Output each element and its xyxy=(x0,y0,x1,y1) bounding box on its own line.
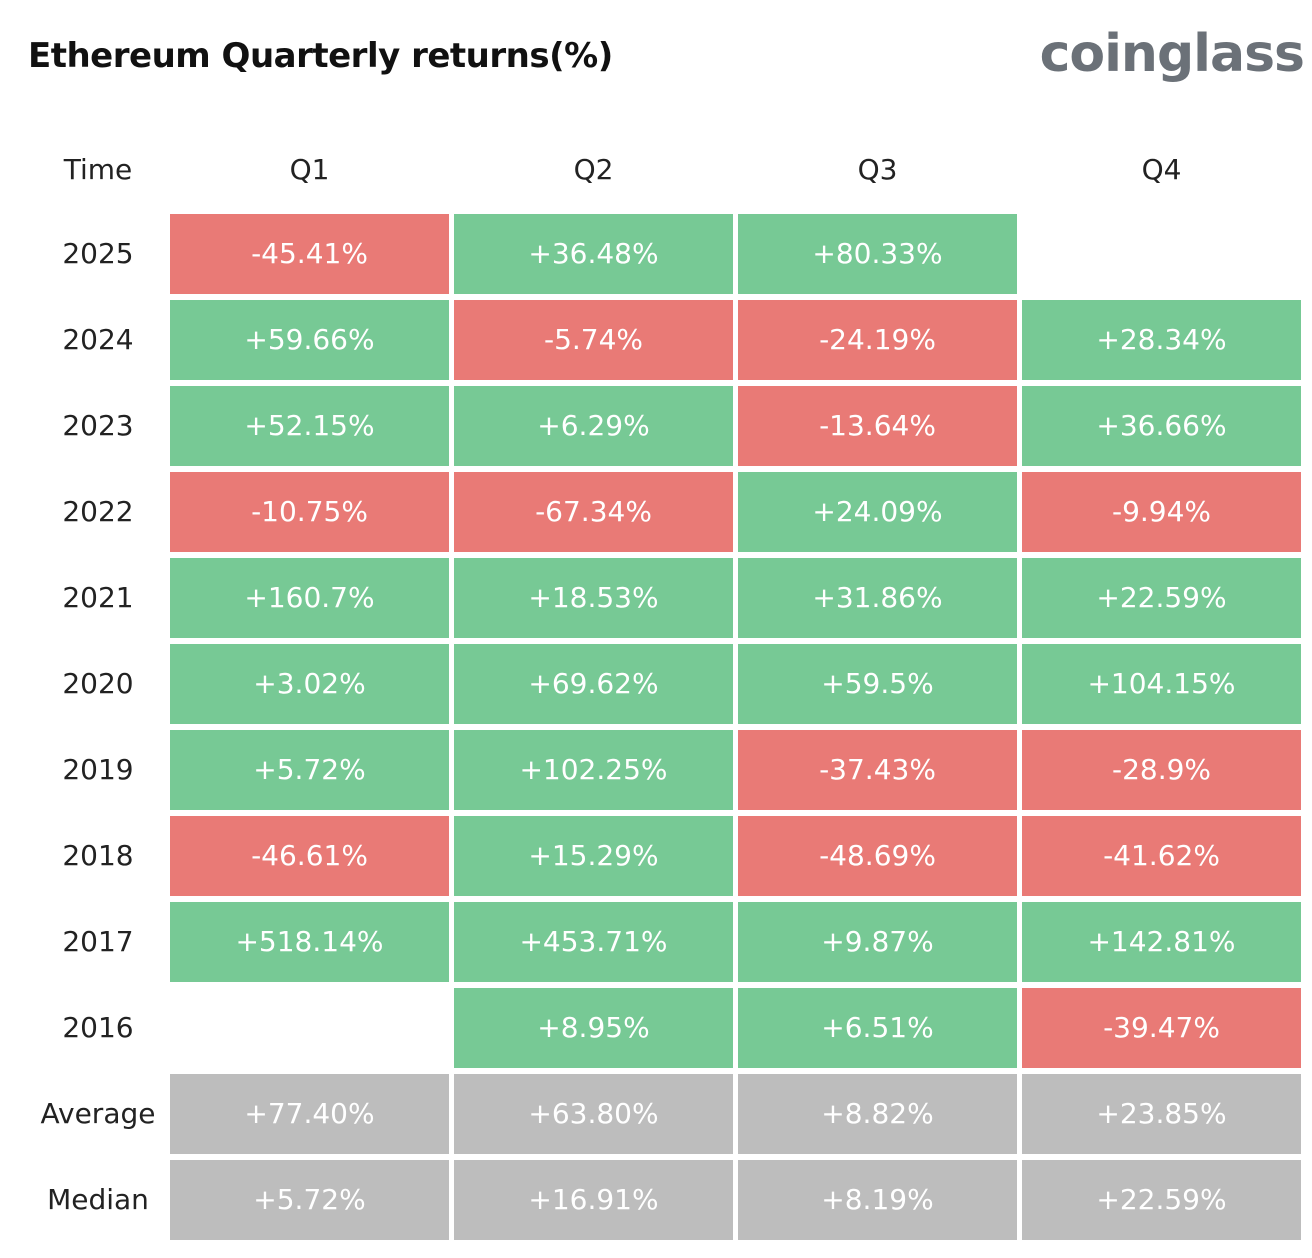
cell-2016-q4: -39.47% xyxy=(1022,988,1301,1068)
cell-2022-q2: -67.34% xyxy=(454,472,733,552)
cell-2019-q2: +102.25% xyxy=(454,730,733,810)
cell-2020-q3: +59.5% xyxy=(738,644,1017,724)
cell-2020-q4: +104.15% xyxy=(1022,644,1301,724)
row-label-2023: 2023 xyxy=(62,409,134,442)
cell-2022-q3: +24.09% xyxy=(738,472,1017,552)
cell-2020-q2: +69.62% xyxy=(454,644,733,724)
cell-2021-q1: +160.7% xyxy=(170,558,449,638)
cell-2019-q3: -37.43% xyxy=(738,730,1017,810)
cell-2023-q3: -13.64% xyxy=(738,386,1017,466)
cell-2023-q4: +36.66% xyxy=(1022,386,1301,466)
row-label-2016: 2016 xyxy=(62,1011,134,1044)
cell-2019-q4: -28.9% xyxy=(1022,730,1301,810)
row-label-2017: 2017 xyxy=(62,925,134,958)
row-label-2018: 2018 xyxy=(62,839,134,872)
cell-average-q1: +77.40% xyxy=(170,1074,449,1154)
cell-average-q4: +23.85% xyxy=(1022,1074,1301,1154)
column-header-time: Time xyxy=(63,153,133,186)
cell-2018-q3: -48.69% xyxy=(738,816,1017,896)
cell-2018-q4: -41.62% xyxy=(1022,816,1301,896)
row-label-average: Average xyxy=(40,1097,156,1130)
cell-2017-q2: +453.71% xyxy=(454,902,733,982)
column-header-q4: Q4 xyxy=(1141,153,1182,186)
cell-2024-q3: -24.19% xyxy=(738,300,1017,380)
cell-2019-q1: +5.72% xyxy=(170,730,449,810)
cell-2020-q1: +3.02% xyxy=(170,644,449,724)
cell-2025-q3: +80.33% xyxy=(738,214,1017,294)
chart-title: Ethereum Quarterly returns(%) xyxy=(28,36,613,76)
cell-2025-q2: +36.48% xyxy=(454,214,733,294)
cell-2024-q2: -5.74% xyxy=(454,300,733,380)
cell-2024-q1: +59.66% xyxy=(170,300,449,380)
row-label-2022: 2022 xyxy=(62,495,134,528)
cell-2018-q2: +15.29% xyxy=(454,816,733,896)
cell-median-q2: +16.91% xyxy=(454,1160,733,1240)
coinglass-logo: coinglass xyxy=(1039,24,1305,84)
cell-2025-q4 xyxy=(1022,214,1301,294)
row-label-2021: 2021 xyxy=(62,581,134,614)
cell-2016-q3: +6.51% xyxy=(738,988,1017,1068)
cell-2024-q4: +28.34% xyxy=(1022,300,1301,380)
cell-2017-q1: +518.14% xyxy=(170,902,449,982)
row-label-median: Median xyxy=(47,1183,149,1216)
cell-median-q4: +22.59% xyxy=(1022,1160,1301,1240)
cell-average-q2: +63.80% xyxy=(454,1074,733,1154)
column-header-q1: Q1 xyxy=(289,153,330,186)
cell-2022-q1: -10.75% xyxy=(170,472,449,552)
cell-2023-q1: +52.15% xyxy=(170,386,449,466)
cell-2017-q3: +9.87% xyxy=(738,902,1017,982)
cell-2016-q1 xyxy=(170,988,449,1068)
row-label-2024: 2024 xyxy=(62,323,134,356)
column-header-q3: Q3 xyxy=(857,153,898,186)
row-label-2020: 2020 xyxy=(62,667,134,700)
cell-2016-q2: +8.95% xyxy=(454,988,733,1068)
cell-2023-q2: +6.29% xyxy=(454,386,733,466)
cell-average-q3: +8.82% xyxy=(738,1074,1017,1154)
row-label-2025: 2025 xyxy=(62,237,134,270)
row-label-2019: 2019 xyxy=(62,753,134,786)
cell-2018-q1: -46.61% xyxy=(170,816,449,896)
cell-2022-q4: -9.94% xyxy=(1022,472,1301,552)
cell-2017-q4: +142.81% xyxy=(1022,902,1301,982)
cell-2021-q2: +18.53% xyxy=(454,558,733,638)
column-header-q2: Q2 xyxy=(573,153,614,186)
cell-median-q1: +5.72% xyxy=(170,1160,449,1240)
cell-2021-q3: +31.86% xyxy=(738,558,1017,638)
cell-2021-q4: +22.59% xyxy=(1022,558,1301,638)
cell-2025-q1: -45.41% xyxy=(170,214,449,294)
cell-median-q3: +8.19% xyxy=(738,1160,1017,1240)
